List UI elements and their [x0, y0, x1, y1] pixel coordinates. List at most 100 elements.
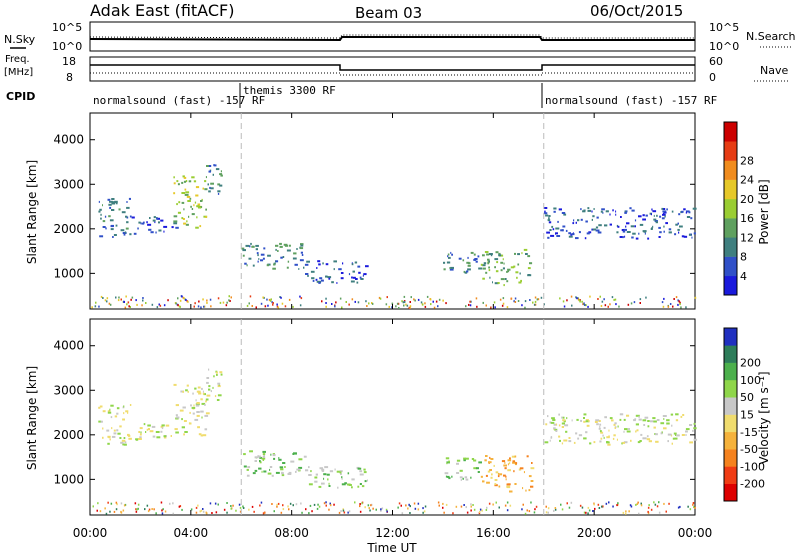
power-cell: [463, 270, 466, 273]
velocity-cell: [116, 503, 118, 506]
velocity-cell: [562, 416, 565, 419]
power-cell: [203, 305, 205, 308]
power-cell: [226, 301, 228, 304]
power-cell: [193, 180, 197, 183]
power-cell: [191, 208, 194, 210]
power-cell: [437, 305, 439, 308]
power-cell: [177, 211, 181, 214]
power-cell: [210, 187, 214, 190]
power-cell: [241, 247, 245, 250]
power-cell: [156, 306, 159, 309]
power-cell: [200, 306, 202, 309]
velocity-colorbar-swatch: [724, 483, 737, 502]
velocity-cell: [489, 456, 491, 459]
power-cell: [194, 302, 196, 305]
power-cell: [133, 232, 137, 235]
velocity-cell: [107, 411, 112, 414]
power-cell: [679, 301, 681, 304]
velocity-cell: [282, 504, 284, 507]
power-cell: [181, 295, 183, 298]
power-cell: [630, 302, 633, 305]
power-cell: [208, 170, 211, 173]
power-colorbar-label: Power [dB]: [757, 179, 771, 244]
velocity-cell: [648, 504, 650, 507]
velocity-cell: [497, 472, 500, 475]
velocity-cell: [204, 428, 208, 431]
power-cell: [173, 192, 176, 195]
velocity-cell: [693, 422, 696, 425]
power-cell: [627, 303, 630, 306]
power-cell: [470, 251, 474, 254]
velocity-cell: [672, 437, 675, 440]
power-cell: [316, 280, 320, 283]
velocity-cell: [223, 508, 226, 511]
velocity-cell: [122, 509, 125, 512]
power-cell: [620, 216, 622, 218]
velocity-cell: [162, 508, 164, 511]
velocity-cell: [269, 466, 273, 468]
velocity-cell: [334, 468, 336, 471]
power-cell: [109, 219, 114, 222]
velocity-cell: [303, 455, 307, 458]
velocity-cell: [364, 480, 367, 483]
velocity-cell: [677, 506, 680, 509]
velocity-cell: [513, 470, 515, 473]
power-cell: [108, 203, 112, 206]
power-cell: [220, 174, 223, 177]
velocity-cell: [195, 399, 197, 402]
velocity-cell: [466, 511, 469, 514]
velocity-cell: [340, 510, 342, 513]
power-cell: [152, 219, 156, 222]
power-cell: [663, 230, 665, 233]
velocity-cell: [217, 394, 222, 397]
velocity-cell: [272, 454, 276, 457]
velocity-cell: [310, 470, 312, 473]
velocity-cell: [120, 441, 124, 444]
power-cell: [490, 253, 493, 255]
power-cell: [498, 254, 502, 257]
power-cell: [126, 303, 128, 306]
velocity-colorbar-tick: -50: [740, 443, 758, 456]
velocity-cell: [161, 509, 163, 512]
velocity-cell: [509, 457, 511, 460]
velocity-cell: [107, 435, 111, 438]
power-cell: [679, 225, 683, 228]
velocity-cell: [514, 483, 517, 485]
power-cell: [505, 278, 507, 280]
velocity-cell: [316, 507, 319, 510]
velocity-colorbar-tick: -200: [740, 478, 765, 491]
velocity-cell: [318, 505, 321, 508]
velocity-cell: [201, 402, 206, 405]
velocity-cell: [295, 470, 297, 473]
power-cell: [681, 235, 685, 238]
velocity-cell: [479, 508, 482, 511]
velocity-cell: [329, 502, 331, 505]
power-cell: [570, 295, 573, 298]
velocity-cell: [398, 502, 401, 505]
power-cell: [666, 208, 668, 211]
power-cell: [115, 224, 118, 227]
velocity-cell: [326, 473, 330, 476]
power-cell: [639, 298, 642, 301]
power-cell: [173, 182, 176, 185]
power-cell: [497, 282, 500, 284]
power-cell: [303, 266, 305, 269]
power-cell: [403, 304, 405, 307]
velocity-cell: [163, 436, 167, 439]
power-cell: [464, 271, 468, 274]
velocity-colorbar-tick: 100: [740, 374, 761, 387]
velocity-cell: [113, 429, 116, 432]
velocity-cell: [258, 455, 261, 458]
power-cell: [281, 302, 284, 305]
power-cell: [185, 191, 190, 194]
power-cell: [663, 212, 665, 215]
velocity-cell: [186, 384, 189, 387]
power-cell: [112, 236, 114, 238]
velocity-cell: [444, 472, 449, 475]
velocity-cell: [151, 508, 153, 510]
freq-panel-frame: [89, 56, 696, 82]
freq-trace: [90, 64, 695, 71]
power-cell: [577, 219, 580, 222]
velocity-cell: [175, 431, 179, 434]
velocity-cell: [336, 470, 341, 473]
